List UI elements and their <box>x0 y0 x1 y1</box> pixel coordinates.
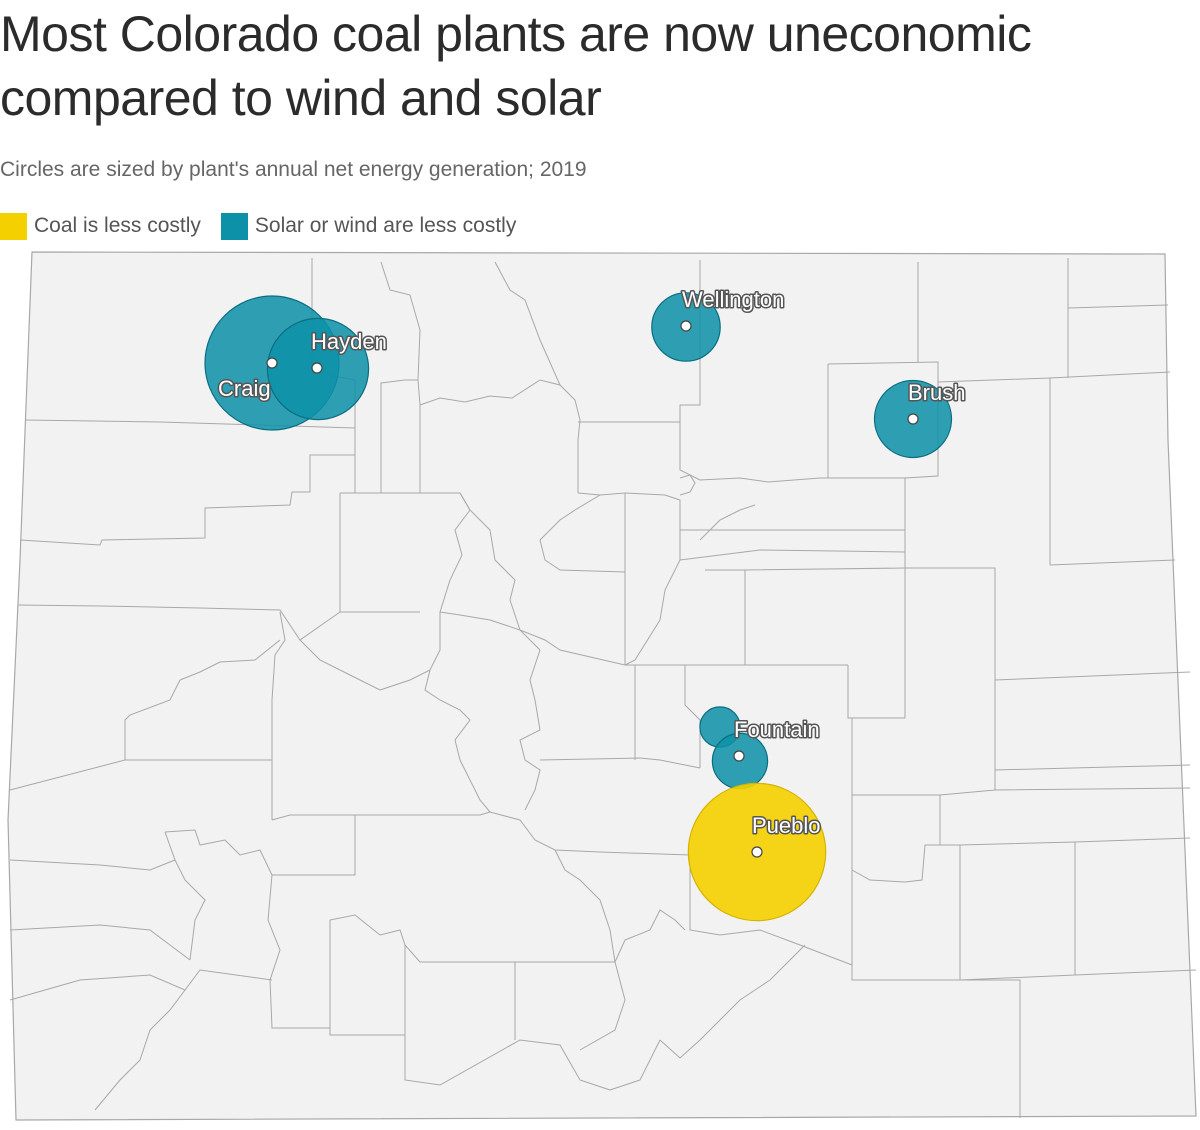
plant-label-craig: Craig <box>218 376 271 401</box>
colorado-county-map: Craig Hayden Wellington Brush Fountain Pueblo <box>7 251 1197 1121</box>
legend-label-coal: Coal is less costly <box>34 214 201 237</box>
plant-dots <box>266 320 919 858</box>
plant-dot-fountain <box>733 750 745 762</box>
plant-label-pueblo: Pueblo <box>752 813 821 838</box>
legend-label-renewable: Solar or wind are less costly <box>254 214 517 237</box>
plant-dot-craig <box>266 357 278 369</box>
plant-dot-hayden <box>311 362 323 374</box>
county-boundaries <box>9 258 1197 1118</box>
legend-swatch-renewable <box>220 212 248 240</box>
plant-label-fountain: Fountain <box>734 717 820 742</box>
legend: Coal is less costly Solar or wind are le… <box>0 211 536 241</box>
plant-label-wellington: Wellington <box>682 287 784 312</box>
plant-dot-brush <box>907 413 919 425</box>
colorado-state-shape <box>7 251 1197 1121</box>
legend-swatch-coal <box>0 212 27 240</box>
chart-title: Most Colorado coal plants are now unecon… <box>0 6 1032 126</box>
plant-dot-wellington <box>680 320 692 332</box>
plant-dot-pueblo <box>751 846 763 858</box>
plant-label-brush: Brush <box>908 380 965 405</box>
chart-subtitle: Circles are sized by plant's annual net … <box>0 158 587 181</box>
legend-item-coal: Coal is less costly <box>0 212 201 240</box>
legend-item-renewable: Solar or wind are less costly <box>220 212 517 240</box>
plant-labels: Craig Hayden Wellington Brush Fountain Pueblo <box>217 286 967 840</box>
plant-label-hayden: Hayden <box>311 329 387 354</box>
state-outline <box>7 251 1197 1121</box>
